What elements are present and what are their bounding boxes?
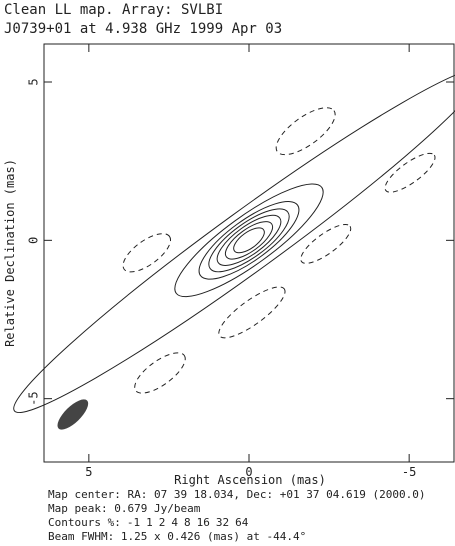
y-tick-label: -5: [27, 391, 41, 405]
x-tick-label: 0: [245, 465, 252, 479]
contour-level: 8: [184, 516, 191, 529]
chart-title: Clean LL map. Array: SVLBI: [4, 2, 223, 18]
contour: [224, 221, 274, 260]
negative-contour: [275, 107, 336, 156]
footer-line: Map center: RA: 07 39 18.034, Dec: +01 3…: [48, 488, 426, 501]
x-tick-label: 5: [85, 465, 92, 479]
contour: [13, 67, 455, 414]
contour-level: 4: [171, 516, 178, 529]
contour-level: 1: [146, 516, 153, 529]
contour: [174, 183, 324, 298]
negative-contour: [218, 286, 286, 339]
contour-level: 16: [197, 516, 210, 529]
contour-level: 64: [235, 516, 249, 529]
y-tick-label: 5: [27, 78, 41, 85]
negative-contour: [384, 152, 436, 193]
contours: [13, 67, 455, 414]
contour-level: 32: [216, 516, 229, 529]
negative-contour: [122, 233, 172, 273]
contour: [216, 214, 282, 266]
footer-line: Beam FWHM: 1.25 x 0.426 (mas) at -44.4°: [48, 530, 306, 543]
negative-contour: [300, 223, 352, 264]
contour-label: Contours %:: [48, 516, 121, 529]
chart-subtitle: J0739+01 at 4.938 GHz 1999 Apr 03: [4, 21, 282, 37]
contour: [198, 201, 300, 280]
contour: [233, 227, 265, 254]
contour-level: -1: [127, 516, 140, 529]
x-axis-label: Right Ascension (mas): [174, 473, 326, 487]
contour-level: 2: [159, 516, 166, 529]
x-tick-label: -5: [402, 465, 416, 479]
y-axis-label: Relative Declination (mas): [3, 159, 17, 347]
negative-contour: [134, 352, 186, 394]
contour: [208, 208, 290, 273]
beam: [57, 399, 89, 430]
footer-line: Map peak: 0.679 Jy/beam: [48, 502, 201, 515]
y-tick-label: 0: [27, 237, 41, 244]
contour-line: Contours %: -1 1 2 4 8 16 32 64: [48, 516, 249, 529]
